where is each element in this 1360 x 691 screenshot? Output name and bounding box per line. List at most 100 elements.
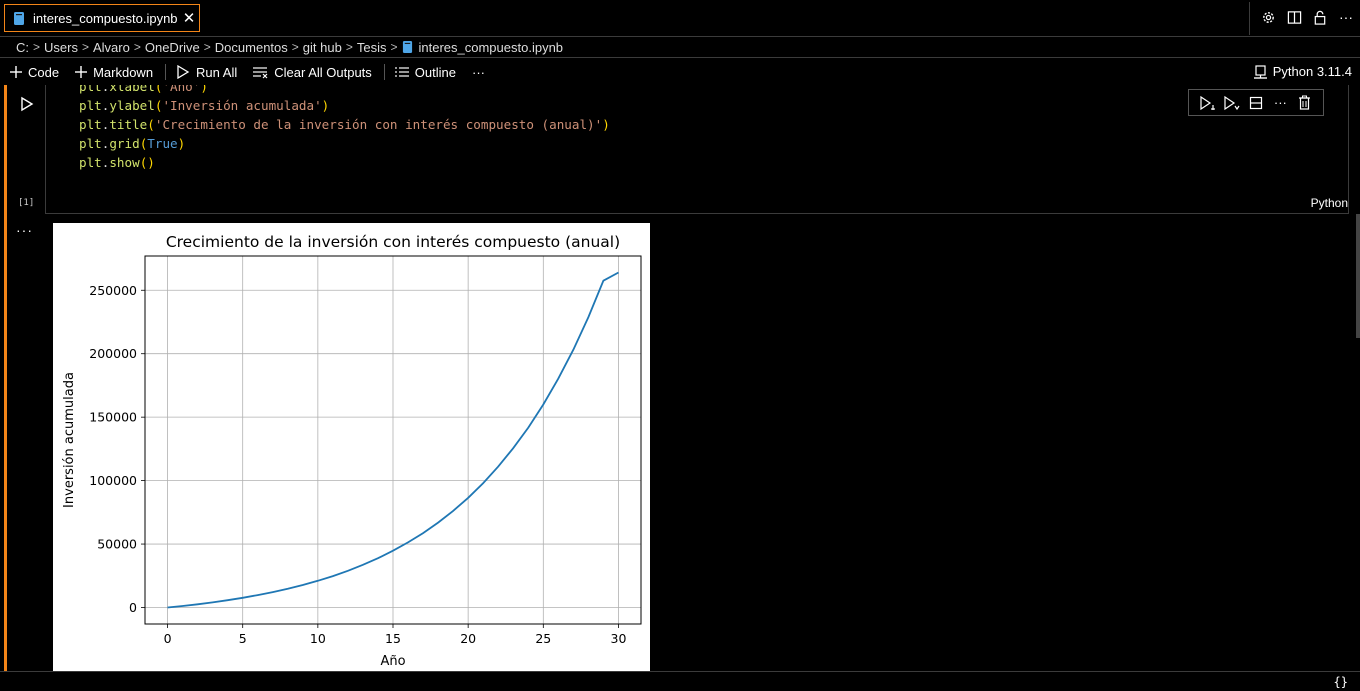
kernel-icon: [1253, 64, 1267, 79]
x-tick-label: 25: [535, 631, 551, 646]
clear-all-outputs-label: Clear All Outputs: [274, 64, 372, 80]
plus-icon: [10, 66, 22, 78]
cell-language[interactable]: Python: [1310, 196, 1348, 210]
more-actions-icon[interactable]: ···: [1339, 9, 1353, 25]
chart-series: [167, 271, 619, 609]
breadcrumb-item-alvaro[interactable]: Alvaro: [92, 39, 130, 55]
code-token: plt: [79, 155, 102, 170]
outline-button[interactable]: Outline: [394, 64, 456, 80]
tab-bar: interes_compuesto.ipynb ✕ ···: [0, 0, 1360, 37]
x-tick-label: 10: [310, 631, 326, 646]
notebook-icon: [14, 11, 24, 25]
output-more-button[interactable]: ···: [16, 222, 33, 238]
chevron-right-icon: >: [33, 40, 41, 54]
split-editor-icon[interactable]: [1286, 8, 1302, 26]
code-line: plt.grid(True): [79, 134, 610, 153]
add-code-cell-button[interactable]: Code: [10, 65, 59, 80]
tab-title: interes_compuesto.ipynb: [33, 10, 178, 26]
code-token: 'Crecimiento de la inversión con interés…: [154, 117, 603, 132]
code-token: .: [101, 136, 110, 151]
chart-y-label: Inversión acumulada: [62, 372, 77, 508]
code-token: True: [147, 136, 178, 151]
chevron-right-icon: >: [81, 40, 89, 54]
run-all-button[interactable]: Run All: [176, 65, 237, 80]
more-icon[interactable]: ···: [1273, 95, 1287, 110]
y-tick-label: 150000: [89, 410, 137, 425]
x-tick-label: 15: [385, 631, 401, 646]
code-token: ): [177, 136, 186, 151]
close-icon[interactable]: ✕: [182, 10, 196, 27]
code-token: (: [154, 98, 163, 113]
toolbar-divider: [165, 64, 167, 80]
code-token: plt: [79, 98, 102, 113]
y-tick-label: 250000: [89, 283, 137, 298]
lock-icon[interactable]: [1312, 8, 1328, 26]
y-tick-label: 100000: [89, 473, 137, 488]
code-token: title: [109, 117, 148, 132]
code-token: ylabel: [109, 98, 155, 113]
add-code-label: Code: [28, 64, 60, 80]
breadcrumb-item-users[interactable]: Users: [44, 39, 78, 55]
clear-all-outputs-button[interactable]: Clear All Outputs: [253, 65, 372, 80]
code-token: .: [101, 98, 110, 113]
line-chart: 0 5 10 15 20 25 30 0 50000 100000 150000 200000 2500…: [62, 233, 642, 669]
code-token: (: [139, 136, 148, 151]
x-tick-label: 20: [460, 631, 476, 646]
kernel-picker[interactable]: Python 3.11.4: [1253, 64, 1352, 79]
toolbar-more-button[interactable]: ···: [472, 65, 485, 80]
editor-actions: ···: [1260, 8, 1354, 26]
tab-notebook[interactable]: interes_compuesto.ipynb ✕: [4, 4, 200, 32]
breadcrumb-item-git-hub[interactable]: git hub: [302, 39, 342, 55]
chart-grid: [145, 256, 641, 624]
breadcrumb-item-documentos[interactable]: Documentos: [214, 39, 288, 55]
braces-icon[interactable]: {}: [1333, 675, 1348, 689]
execute-below-icon[interactable]: [1223, 94, 1241, 112]
code-token: .: [101, 155, 110, 170]
code-token: 'Inversión acumulada': [162, 98, 322, 113]
breadcrumb-item-onedrive[interactable]: OneDrive: [144, 39, 200, 55]
series-line: [167, 271, 619, 609]
code-editor[interactable]: plt.xlabel('Año') plt.ylabel('Inversión a…: [45, 85, 1349, 214]
outline-label: Outline: [414, 64, 456, 80]
list-icon: [394, 67, 409, 77]
breadcrumb-item-tesis[interactable]: Tesis: [356, 39, 387, 55]
notebook-icon: [402, 41, 412, 53]
clear-outputs-icon: [253, 66, 268, 78]
chart-title: Crecimiento de la inversión con interés …: [166, 233, 620, 251]
chevron-right-icon: >: [291, 40, 299, 54]
run-cell-icon[interactable]: [19, 96, 35, 112]
x-tick-label: 0: [164, 631, 172, 646]
code-line: plt.xlabel('Año'): [79, 85, 610, 96]
breadcrumb: C: > Users > Alvaro > OneDrive > Documentos >…: [0, 37, 1360, 58]
chevron-right-icon: >: [133, 40, 141, 54]
x-tick-label: 5: [239, 631, 247, 646]
code-token: plt: [79, 85, 102, 94]
breadcrumb-item-drive[interactable]: C:: [16, 39, 29, 55]
code-token: ): [200, 85, 208, 94]
code-line: plt.ylabel('Inversión acumulada'): [79, 96, 610, 115]
scrollbar-thumb[interactable]: [1356, 214, 1360, 338]
code-line: plt.title('Crecimiento de la inversión c…: [79, 115, 610, 134]
y-tick-label: 200000: [89, 346, 137, 361]
code-token: ): [321, 98, 330, 113]
notebook-toolbar: Code Markdown Run All Clear All Outputs …: [0, 59, 1360, 85]
code-token: .: [101, 117, 110, 132]
code-token: .: [101, 85, 110, 94]
chevron-right-icon: >: [345, 40, 353, 54]
code-token: (): [139, 155, 155, 170]
execute-above-icon[interactable]: [1198, 94, 1216, 112]
code-token: (: [147, 117, 155, 132]
kernel-label: Python 3.11.4: [1272, 64, 1352, 79]
gear-icon[interactable]: [1260, 8, 1276, 26]
delete-icon[interactable]: [1296, 94, 1314, 112]
plus-icon: [75, 66, 88, 78]
code-token: plt: [79, 117, 102, 132]
code-token: grid: [109, 136, 140, 151]
y-tick-label: 0: [129, 600, 137, 615]
chart-x-label: Año: [380, 654, 405, 669]
add-markdown-cell-button[interactable]: Markdown: [75, 65, 153, 80]
chart-ticks: 0 5 10 15 20 25 30 0 50000 100000 150000 200000 2500…: [89, 283, 626, 646]
breadcrumb-item-file[interactable]: interes_compuesto.ipynb: [418, 39, 564, 55]
split-cell-icon[interactable]: [1247, 94, 1265, 112]
code-token: show: [109, 155, 140, 170]
